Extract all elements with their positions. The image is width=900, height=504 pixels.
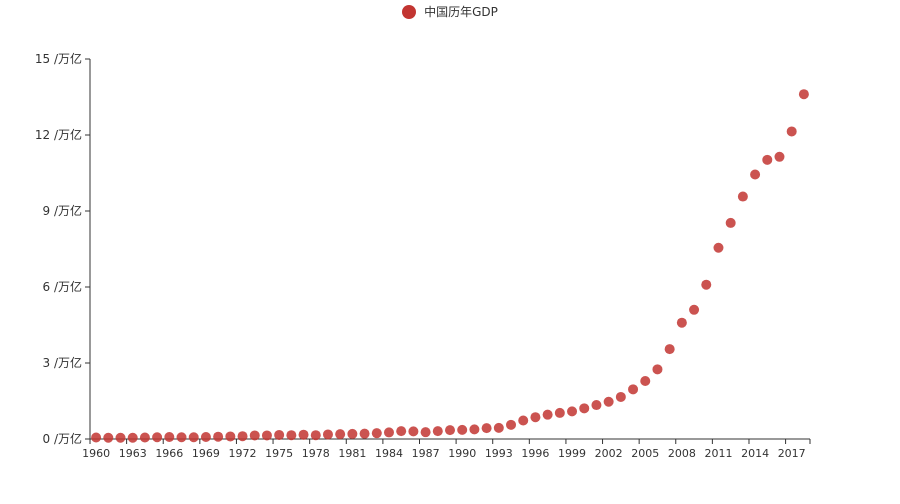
data-point[interactable] <box>676 317 687 328</box>
legend-marker-icon[interactable] <box>402 5 417 19</box>
data-point[interactable] <box>603 396 614 407</box>
data-point[interactable] <box>298 429 309 440</box>
data-point[interactable] <box>579 403 590 414</box>
x-tick-label: 2014 <box>741 447 769 460</box>
data-point[interactable] <box>347 428 358 439</box>
data-point[interactable] <box>737 191 748 202</box>
data-point[interactable] <box>274 429 285 440</box>
data-point[interactable] <box>750 169 761 180</box>
x-tick-label: 1990 <box>448 447 476 460</box>
data-point[interactable] <box>542 409 553 420</box>
data-point[interactable] <box>530 412 541 423</box>
data-point[interactable] <box>335 429 346 440</box>
x-tick-label: 1999 <box>558 447 586 460</box>
data-point[interactable] <box>628 384 639 395</box>
data-point[interactable] <box>713 242 724 253</box>
data-point[interactable] <box>701 279 712 290</box>
x-tick-label: 1969 <box>192 447 220 460</box>
x-tick-label: 2008 <box>668 447 696 460</box>
data-point[interactable] <box>762 154 773 165</box>
x-tick-label: 2002 <box>595 447 623 460</box>
x-tick-label: 1993 <box>485 447 513 460</box>
data-point[interactable] <box>786 126 797 137</box>
x-tick-label: 2017 <box>778 447 806 460</box>
x-tick-label: 1981 <box>338 447 366 460</box>
data-point[interactable] <box>237 431 248 442</box>
data-point[interactable] <box>652 364 663 375</box>
data-point[interactable] <box>664 344 675 355</box>
data-point[interactable] <box>774 151 785 162</box>
data-point[interactable] <box>689 304 700 315</box>
data-point[interactable] <box>310 430 321 441</box>
data-point[interactable] <box>432 426 443 437</box>
legend[interactable]: 中国历年GDP <box>0 0 900 24</box>
data-point[interactable] <box>152 432 163 443</box>
data-point[interactable] <box>518 415 529 426</box>
data-point[interactable] <box>91 432 102 443</box>
x-tick-label: 1978 <box>302 447 330 460</box>
data-point[interactable] <box>200 431 211 442</box>
x-tick-label: 1963 <box>119 447 147 460</box>
x-tick-label: 1972 <box>229 447 257 460</box>
y-tick-label: 15 /万亿 <box>35 51 82 66</box>
data-point[interactable] <box>261 430 272 441</box>
axes-group: 0 /万亿 3 /万亿 6 /万亿 9 /万亿 12 /万亿 15 /万亿 1960 1963… <box>35 51 811 460</box>
data-point[interactable] <box>567 406 578 417</box>
data-point[interactable] <box>457 424 468 435</box>
y-tick-label: 9 /万亿 <box>43 203 83 218</box>
data-point[interactable] <box>359 428 370 439</box>
data-point[interactable] <box>506 419 517 430</box>
y-tick-label: 6 /万亿 <box>43 279 83 294</box>
data-point[interactable] <box>225 431 236 442</box>
data-point[interactable] <box>640 375 651 386</box>
data-point[interactable] <box>249 430 260 441</box>
x-tick-label: 1960 <box>82 447 110 460</box>
y-tick-label: 3 /万亿 <box>43 355 83 370</box>
data-point[interactable] <box>725 217 736 228</box>
data-point[interactable] <box>481 423 492 434</box>
legend-label[interactable]: 中国历年GDP <box>424 5 498 19</box>
data-point[interactable] <box>127 432 138 443</box>
data-point[interactable] <box>591 400 602 411</box>
y-tick-label: 12 /万亿 <box>35 127 82 142</box>
data-point[interactable] <box>445 425 455 436</box>
data-point[interactable] <box>139 432 150 443</box>
x-tick-label: 1987 <box>412 447 440 460</box>
x-tick-label: 1984 <box>375 447 403 460</box>
data-point[interactable] <box>383 427 394 438</box>
y-tick-label: 0 /万亿 <box>43 431 83 446</box>
data-point[interactable] <box>798 89 809 100</box>
data-point[interactable] <box>286 430 297 441</box>
x-tick-label: 2005 <box>631 447 659 460</box>
data-point[interactable] <box>213 431 224 442</box>
x-tick-label: 2011 <box>704 447 732 460</box>
data-point[interactable] <box>420 427 431 438</box>
data-point[interactable] <box>164 431 175 442</box>
data-point[interactable] <box>493 422 504 433</box>
data-point[interactable] <box>188 432 199 443</box>
x-tick-label: 1975 <box>265 447 293 460</box>
data-point[interactable] <box>554 407 565 418</box>
data-point[interactable] <box>371 428 382 439</box>
data-point[interactable] <box>176 432 187 443</box>
data-point[interactable] <box>396 426 407 437</box>
data-point[interactable] <box>615 391 626 402</box>
data-point[interactable] <box>408 426 419 437</box>
x-tick-label: 1966 <box>155 447 183 460</box>
data-point[interactable] <box>322 429 333 440</box>
data-point[interactable] <box>115 432 126 443</box>
data-point[interactable] <box>469 424 480 435</box>
data-point[interactable] <box>103 432 114 443</box>
x-tick-label: 1996 <box>521 447 549 460</box>
points-group <box>91 89 809 443</box>
